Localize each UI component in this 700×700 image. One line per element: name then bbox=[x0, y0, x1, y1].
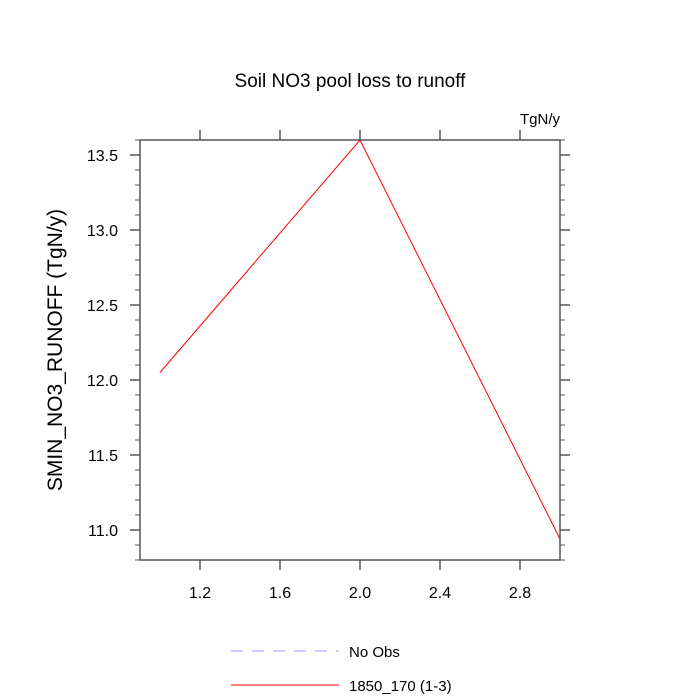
legend-label: No Obs bbox=[349, 644, 400, 661]
series-line bbox=[159, 139, 561, 540]
y-tick-label: 12.0 bbox=[87, 373, 118, 390]
units-label: TgN/y bbox=[520, 111, 561, 128]
x-tick-label: 2.8 bbox=[509, 585, 531, 602]
x-tick-label: 2.4 bbox=[429, 585, 451, 602]
y-tick-label: 11.0 bbox=[88, 523, 118, 540]
x-tick-label: 1.6 bbox=[269, 585, 291, 602]
plot-frame bbox=[139, 139, 561, 561]
y-tick-label: 11.5 bbox=[88, 448, 118, 465]
legend-label: 1850_170 (1-3) bbox=[349, 678, 452, 695]
y-tick-label: 13.0 bbox=[87, 223, 118, 240]
y-tick-label: 13.5 bbox=[87, 148, 118, 165]
chart-title: Soil NO3 pool loss to runoff bbox=[235, 71, 467, 92]
y-axis-label: SMIN_NO3_RUNOFF (TgN/y) bbox=[44, 209, 67, 491]
x-tick-label: 1.2 bbox=[189, 585, 211, 602]
y-tick-label: 12.5 bbox=[87, 298, 118, 315]
x-tick-label: 2.0 bbox=[349, 585, 371, 602]
